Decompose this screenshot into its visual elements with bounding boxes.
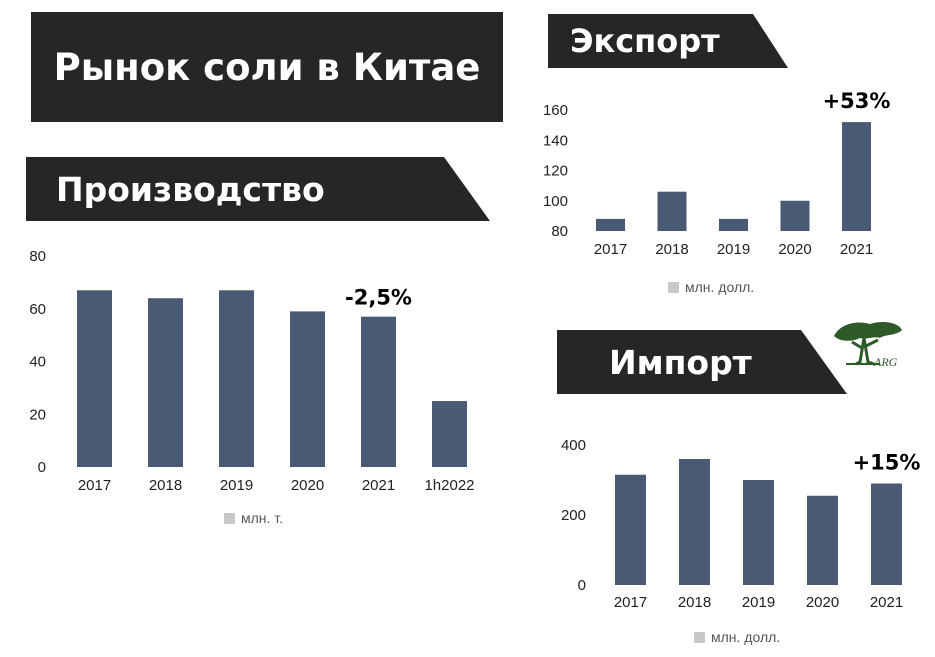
change-annotation: -2,5%	[345, 286, 412, 310]
x-tick-label: 2019	[742, 594, 775, 611]
bar	[871, 483, 902, 585]
change-annotation: +15%	[853, 451, 921, 475]
page-title: Рынок соли в Китае	[31, 12, 503, 122]
bar	[719, 218, 748, 231]
y-tick-label: 140	[543, 132, 568, 149]
y-tick-label: 80	[29, 248, 46, 265]
x-tick-label: 2020	[778, 241, 811, 258]
legend-label: млн. т.	[241, 510, 283, 526]
change-annotation: +53%	[823, 89, 891, 113]
bar	[290, 311, 325, 467]
export-heading: Экспорт	[548, 14, 788, 68]
bar	[219, 290, 254, 467]
x-tick-label: 2020	[291, 477, 324, 494]
x-tick-label: 1h2022	[424, 477, 474, 494]
y-tick-label: 100	[543, 193, 568, 210]
x-tick-label: 2021	[870, 594, 903, 611]
legend-label: млн. долл.	[685, 279, 754, 295]
logo-text: ARG	[873, 355, 898, 369]
tree-icon	[834, 322, 902, 366]
bar	[780, 200, 810, 231]
x-tick-label: 2018	[149, 477, 182, 494]
y-tick-label: 20	[29, 406, 46, 423]
legend-label: млн. долл.	[711, 629, 780, 645]
y-tick-label: 40	[29, 354, 46, 371]
x-tick-label: 2018	[678, 594, 711, 611]
bar	[842, 122, 871, 231]
arg-logo: ARG	[834, 322, 902, 369]
y-tick-label: 0	[38, 459, 46, 476]
x-tick-label: 2017	[594, 241, 627, 258]
x-tick-label: 2019	[220, 477, 253, 494]
bar	[679, 459, 710, 585]
bar	[596, 218, 625, 231]
bar	[615, 474, 646, 585]
x-tick-label: 2019	[717, 241, 750, 258]
bar	[361, 316, 396, 467]
y-tick-label: 160	[543, 102, 568, 119]
bar	[743, 480, 774, 585]
bar	[432, 401, 467, 467]
legend-swatch	[668, 282, 679, 293]
x-tick-label: 2021	[840, 241, 873, 258]
bar	[807, 495, 838, 585]
legend-swatch	[694, 632, 705, 643]
y-tick-label: 0	[578, 577, 586, 594]
y-tick-label: 60	[29, 301, 46, 318]
bar	[148, 298, 183, 467]
x-tick-label: 2020	[806, 594, 839, 611]
x-tick-label: 2017	[78, 477, 111, 494]
bar	[77, 290, 112, 467]
y-tick-label: 80	[551, 223, 568, 240]
y-tick-label: 120	[543, 163, 568, 180]
x-tick-label: 2018	[655, 241, 688, 258]
bar	[657, 191, 687, 231]
y-tick-label: 400	[561, 437, 586, 454]
y-tick-label: 200	[561, 507, 586, 524]
x-tick-label: 2021	[362, 477, 395, 494]
legend-swatch	[224, 513, 235, 524]
production-heading: Производство	[26, 157, 490, 221]
import-heading: Импорт	[557, 330, 847, 394]
x-tick-label: 2017	[614, 594, 647, 611]
